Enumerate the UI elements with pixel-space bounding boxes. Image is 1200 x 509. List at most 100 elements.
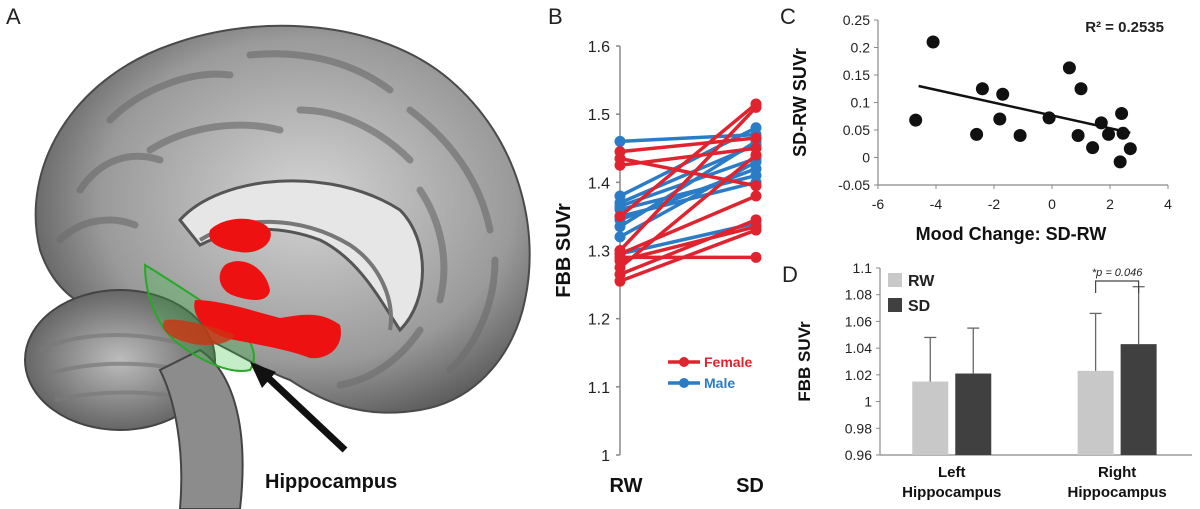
series-line (619, 146, 757, 168)
legend-swatch (888, 273, 902, 287)
hippocampus-annotation: Hippocampus (265, 471, 397, 493)
chart-c: -0.05 0 0.05 0.1 0.15 0.2 0.25 -6 -4 -2 0 2 4 Mood Ch… (790, 12, 1172, 244)
bar (1120, 344, 1157, 455)
panel-label-b: B (548, 4, 563, 29)
x-category-label: SD (736, 475, 764, 497)
series-point (750, 149, 762, 161)
series-point (750, 214, 762, 226)
y-tick-label: 1.1 (588, 380, 610, 397)
panel-label-d: D (782, 262, 798, 287)
bar (1077, 370, 1114, 455)
legend-label: RW (908, 273, 935, 290)
y-tick-label: 1.5 (588, 107, 610, 124)
hippocampus-arrow (259, 369, 348, 453)
y-tick-label: 1 (601, 448, 610, 465)
series-line (619, 218, 757, 276)
series-line (618, 153, 758, 269)
brainstem (158, 348, 244, 509)
x-tick-label: 0 (1048, 196, 1056, 212)
x-category-label: RW (610, 475, 643, 497)
x-axis-label: Mood Change: SD-RW (916, 224, 1107, 244)
y-tick-label: 1.2 (588, 312, 610, 329)
x-tick-label: 4 (1164, 196, 1172, 212)
y-tick-label: 1.08 (845, 287, 872, 303)
scatter-point (1013, 129, 1027, 142)
series-line (619, 224, 757, 263)
y-tick-label: 1.6 (588, 39, 610, 56)
y-axis-label: FBB SUVr (795, 321, 814, 402)
y-tick-label: 1.3 (588, 244, 610, 261)
series-point (614, 159, 626, 171)
scatter-point (909, 113, 923, 127)
series-point (750, 132, 762, 144)
chart-b: 1 1.1 1.2 1.3 1.4 1.5 1.6 FBB SUVr RW SD Female Mal… (553, 39, 764, 497)
red-activation-regions (162, 218, 341, 359)
scatter-point (1102, 127, 1116, 141)
y-tick-label: 0.98 (845, 420, 872, 436)
y-tick-label: 1.4 (588, 175, 610, 192)
scatter-point (1116, 126, 1130, 140)
legend-swatch (888, 298, 902, 312)
series-line (618, 106, 758, 252)
series-point (614, 221, 626, 233)
corpus-callosum (178, 179, 424, 333)
series-point (614, 275, 626, 287)
series-point (614, 135, 626, 147)
y-tick-label: 0 (862, 150, 870, 166)
legend-marker (679, 357, 689, 367)
series-line (619, 136, 757, 154)
scatter-point (1042, 111, 1056, 125)
scatter-point (1071, 129, 1085, 142)
panel-label-c: C (780, 4, 796, 29)
series-line (619, 228, 757, 283)
r-squared-annotation: R² = 0.2535 (1085, 19, 1164, 36)
y-tick-label: 0.2 (851, 40, 871, 56)
x-tick-label: -4 (930, 196, 943, 212)
trendline (918, 84, 1131, 134)
y-tick-label: 1.04 (845, 340, 872, 356)
scatter-point (1074, 82, 1088, 96)
y-tick-label: 1 (864, 394, 872, 410)
bar (955, 373, 992, 455)
bar (912, 381, 949, 455)
series-point (750, 122, 762, 134)
scatter-point (1094, 116, 1108, 130)
series-line (618, 102, 758, 218)
x-category-label: Hippocampus (902, 484, 1001, 501)
y-tick-label: -0.05 (838, 177, 870, 193)
significance-bracket (1095, 280, 1140, 293)
chart-d: 0.96 0.98 1 1.02 1.04 1.06 1.08 1.1 FBB SUVr Left… (795, 260, 1192, 501)
series-point (614, 231, 626, 243)
y-axis-label: SD-RW SUVr (790, 48, 810, 157)
y-tick-label: 0.1 (851, 95, 871, 111)
series-line (619, 132, 757, 144)
x-category-label: Right (1098, 464, 1136, 481)
scatter-point (1062, 61, 1076, 75)
legend-label: Female (704, 354, 752, 370)
x-tick-label: -2 (988, 196, 1001, 212)
y-tick-label: 0.25 (843, 12, 870, 28)
scatter-point (1113, 155, 1127, 169)
scatter-point (996, 87, 1010, 101)
series-point (750, 224, 762, 236)
gyri-folds (56, 50, 499, 389)
scatter-point (1086, 141, 1100, 155)
x-tick-label: 2 (1106, 196, 1114, 212)
y-tick-label: 1.1 (853, 260, 873, 276)
brain-mri-figure: Hippocampus (24, 24, 531, 509)
series-line (619, 139, 757, 229)
scatter-point (1115, 107, 1129, 120)
scatter-point (926, 35, 940, 49)
scatter-point (1123, 142, 1137, 156)
scatter-point (975, 82, 989, 96)
significance-label: *p = 0.046 (1092, 267, 1143, 279)
x-category-label: Hippocampus (1068, 484, 1167, 501)
series-line (619, 194, 757, 256)
y-tick-label: 0.96 (845, 447, 872, 463)
series-point (750, 180, 762, 192)
y-tick-label: 1.06 (845, 313, 872, 329)
series-point (750, 190, 762, 202)
y-tick-label: 0.15 (843, 67, 870, 83)
legend-marker (679, 378, 689, 388)
series-point (614, 210, 626, 222)
